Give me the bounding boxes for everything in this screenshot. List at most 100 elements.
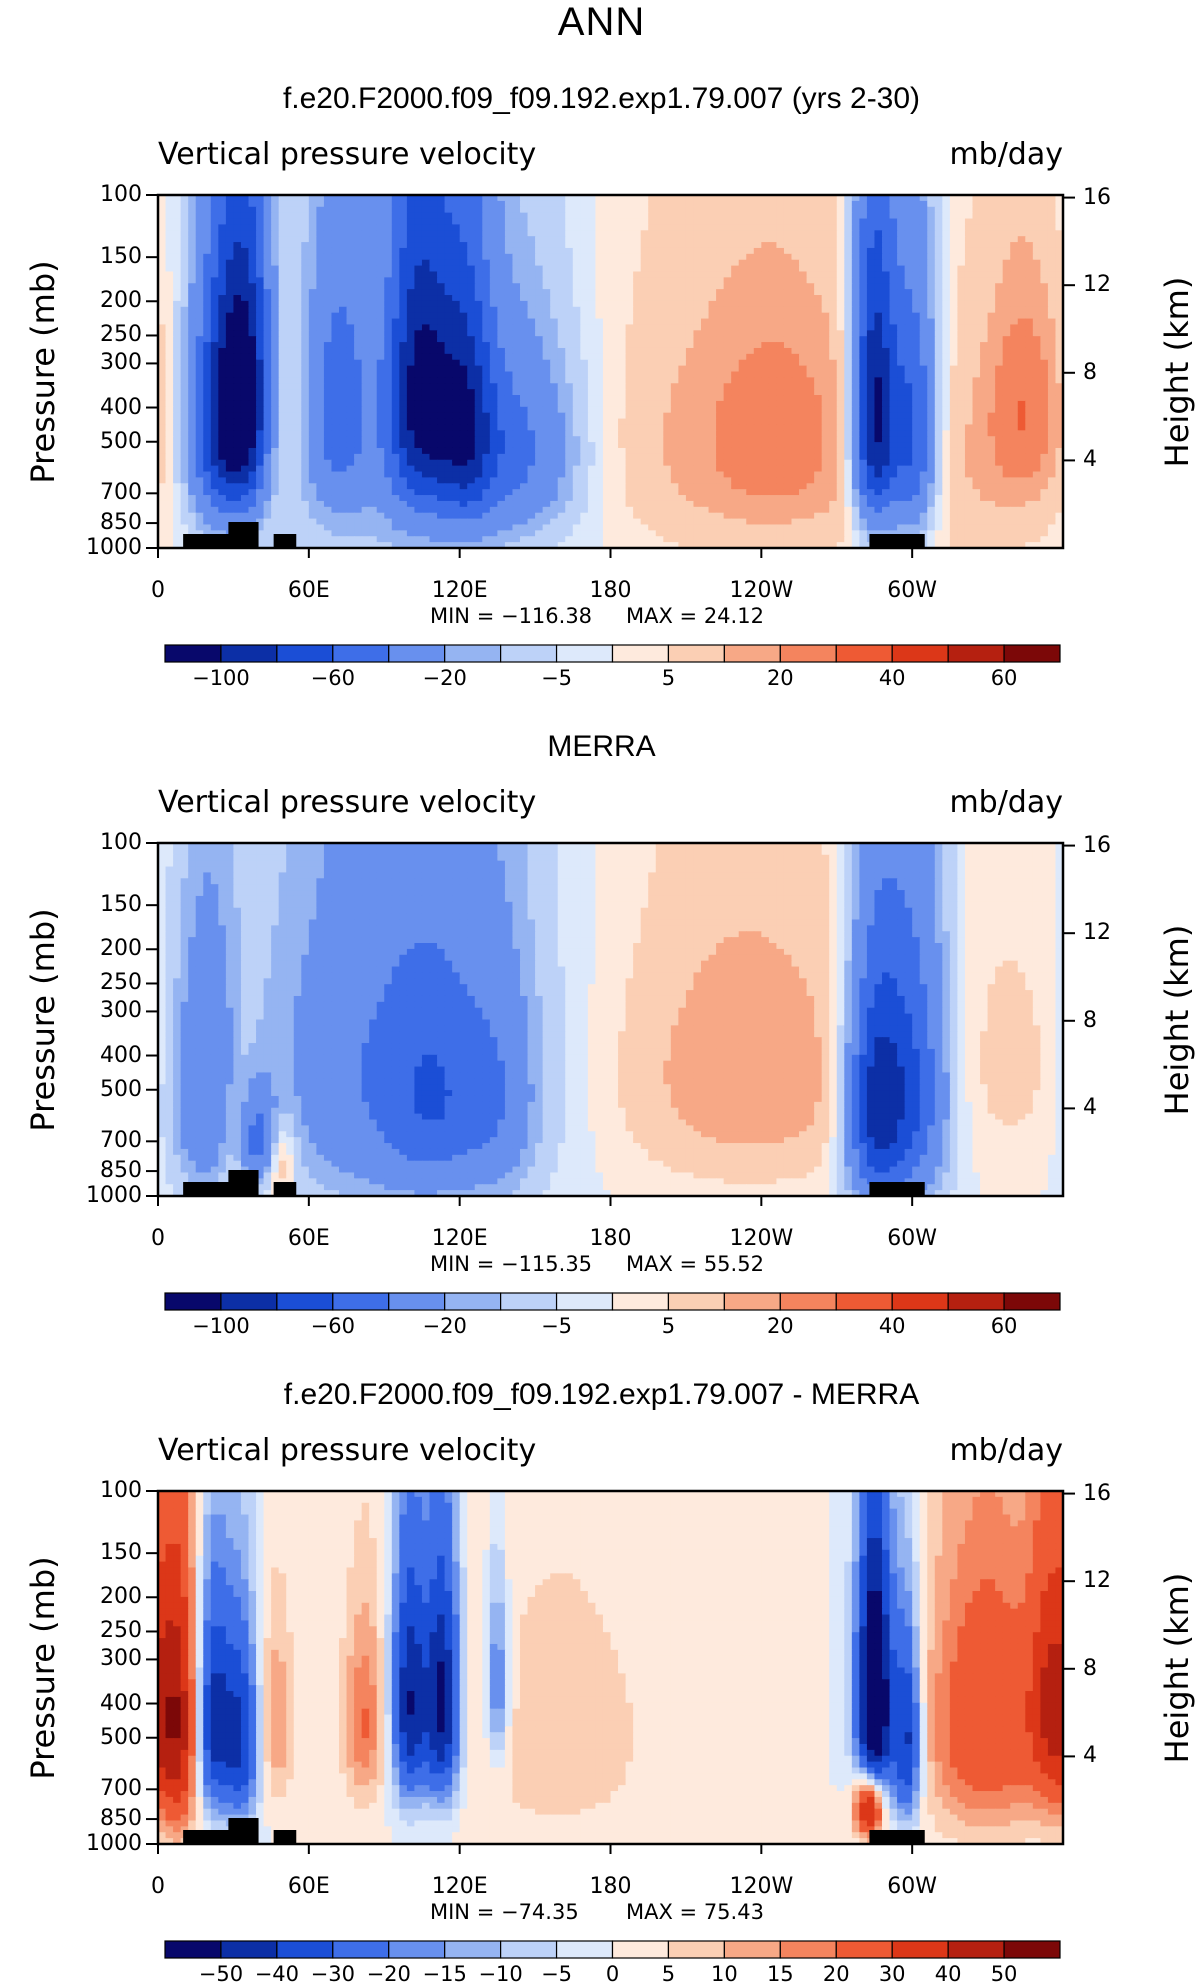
- heatmap-cell: [264, 248, 272, 254]
- heatmap-cell: [973, 254, 981, 260]
- heatmap-cell: [354, 407, 362, 413]
- heatmap-cell: [467, 230, 475, 236]
- heatmap-cell: [211, 389, 219, 395]
- heatmap-cell: [935, 295, 943, 301]
- heatmap-cell: [249, 342, 257, 348]
- heatmap-cell: [460, 242, 468, 248]
- heatmap-cell: [173, 377, 181, 383]
- heatmap-cell: [233, 230, 241, 236]
- heatmap-cell: [543, 224, 551, 230]
- heatmap-cell: [535, 307, 543, 313]
- heatmap-cell: [543, 307, 551, 313]
- heatmap-cell: [233, 324, 241, 330]
- heatmap-cell: [1048, 213, 1056, 219]
- heatmap-cell: [1040, 301, 1048, 307]
- heatmap-cell: [475, 436, 483, 442]
- heatmap-cell: [950, 248, 958, 254]
- heatmap-cell: [1040, 319, 1048, 325]
- heatmap-cell: [452, 324, 460, 330]
- heatmap-cell: [626, 342, 634, 348]
- heatmap-cell: [595, 248, 603, 254]
- heatmap-cell: [988, 389, 996, 395]
- heatmap-cell: [241, 283, 249, 289]
- heatmap-cell: [354, 224, 362, 230]
- heatmap-cell: [1033, 336, 1041, 342]
- heatmap-cell: [339, 348, 347, 354]
- heatmap-cell: [445, 413, 453, 419]
- heatmap-cell: [460, 413, 468, 419]
- heatmap-cell: [1003, 372, 1011, 378]
- heatmap-cell: [369, 342, 377, 348]
- heatmap-cell: [671, 324, 679, 330]
- heatmap-cell: [196, 336, 204, 342]
- heatmap-cell: [844, 354, 852, 360]
- heatmap-cell: [430, 319, 438, 325]
- heatmap-cell: [316, 336, 324, 342]
- heatmap-cell: [686, 248, 694, 254]
- heatmap-cell: [226, 413, 234, 419]
- heatmap-cell: [995, 277, 1003, 283]
- heatmap-cell: [573, 348, 581, 354]
- heatmap-cell: [633, 366, 641, 372]
- heatmap-cell: [399, 407, 407, 413]
- heatmap-cell: [792, 424, 800, 430]
- heatmap-cell: [656, 354, 664, 360]
- heatmap-cell: [392, 383, 400, 389]
- heatmap-cell: [497, 372, 505, 378]
- heatmap-cell: [965, 377, 973, 383]
- heatmap-cell: [475, 419, 483, 425]
- heatmap-cell: [776, 307, 784, 313]
- heatmap-cell: [844, 254, 852, 260]
- heatmap-cell: [430, 324, 438, 330]
- heatmap-cell: [641, 407, 649, 413]
- heatmap-cell: [837, 324, 845, 330]
- heatmap-cell: [814, 413, 822, 419]
- heatmap-cell: [301, 266, 309, 272]
- heatmap-cell: [935, 348, 943, 354]
- heatmap-cell: [874, 342, 882, 348]
- heatmap-cell: [852, 295, 860, 301]
- heatmap-cell: [226, 266, 234, 272]
- heatmap-cell: [543, 366, 551, 372]
- heatmap-cell: [339, 319, 347, 325]
- heatmap-cell: [271, 301, 279, 307]
- heatmap-cell: [641, 324, 649, 330]
- heatmap-cell: [414, 313, 422, 319]
- heatmap-cell: [354, 289, 362, 295]
- heatmap-cell: [942, 330, 950, 336]
- heatmap-cell: [475, 360, 483, 366]
- heatmap-cell: [196, 313, 204, 319]
- heatmap-cell: [588, 277, 596, 283]
- heatmap-cell: [678, 430, 686, 436]
- heatmap-cell: [226, 277, 234, 283]
- heatmap-cell: [837, 242, 845, 248]
- heatmap-cell: [369, 207, 377, 213]
- heatmap-cell: [256, 307, 264, 313]
- heatmap-cell: [316, 289, 324, 295]
- heatmap-cell: [233, 348, 241, 354]
- heatmap-cell: [663, 266, 671, 272]
- heatmap-cell: [241, 413, 249, 419]
- heatmap-cell: [249, 313, 257, 319]
- heatmap-cell: [520, 254, 528, 260]
- heatmap-cell: [166, 301, 174, 307]
- heatmap-cell: [814, 366, 822, 372]
- heatmap-cell: [445, 248, 453, 254]
- heatmap-cell: [1040, 342, 1048, 348]
- heatmap-cell: [603, 342, 611, 348]
- heatmap-cell: [181, 389, 189, 395]
- heatmap-cell: [874, 254, 882, 260]
- heatmap-cell: [324, 207, 332, 213]
- heatmap-cell: [761, 248, 769, 254]
- heatmap-cell: [701, 271, 709, 277]
- heatmap-cell: [897, 383, 905, 389]
- heatmap-cell: [686, 266, 694, 272]
- heatmap-cell: [641, 366, 649, 372]
- heatmap-cell: [1010, 319, 1018, 325]
- heatmap-cell: [173, 395, 181, 401]
- heatmap-cell: [957, 413, 965, 419]
- heatmap-cell: [776, 430, 784, 436]
- heatmap-cell: [437, 248, 445, 254]
- heatmap-cell: [497, 254, 505, 260]
- heatmap-cell: [716, 207, 724, 213]
